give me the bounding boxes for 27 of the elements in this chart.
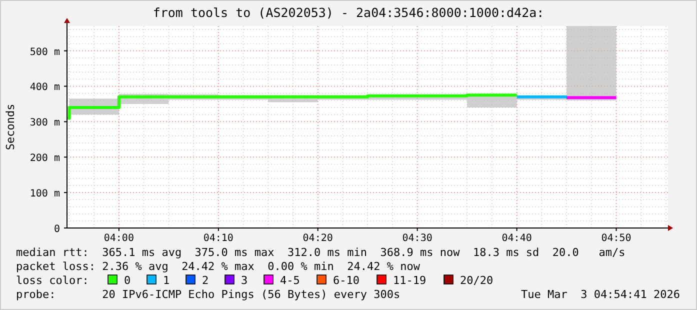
legend-title: loss color: — [16, 274, 89, 287]
x-tick-label: 04:50 — [601, 233, 632, 244]
legend-label: 20/20 — [460, 274, 494, 287]
x-tick-label: 04:10 — [203, 233, 234, 244]
x-tick-label: 04:20 — [302, 233, 333, 244]
legend-label: 0 — [124, 274, 131, 287]
text: probe: 20 IPv6-ICMP Echo Pings (56 Bytes) every 300s — [16, 288, 400, 301]
legend-label: 4-5 — [280, 274, 300, 287]
y-axis-title: Seconds — [4, 104, 17, 150]
legend-label: 6-10 — [333, 274, 360, 287]
chart-title: from tools to (AS202053) - 2a04:3546:8000:1000:d42a: — [152, 5, 544, 20]
x-tick-label: 04:40 — [502, 233, 532, 244]
text: median rtt: 365.1 ms avg 375.0 ms max 312.0 ms min 368.9 ms now 18.3 ms sd 20.0 am/s — [16, 246, 626, 259]
text: Tue Mar 3 04:54:41 2026 — [521, 288, 680, 301]
y-tick-label: 200 m — [30, 153, 60, 164]
legend-label: 11-19 — [393, 274, 426, 287]
legend-label: 1 — [163, 274, 170, 287]
y-tick-label: 400 m — [30, 82, 60, 94]
legend-label: 2 — [202, 274, 209, 287]
y-tick-label: 0 — [54, 224, 60, 235]
y-tick-label: 100 m — [30, 188, 60, 200]
y-tick-label: 300 m — [30, 118, 60, 129]
x-tick-label: 04:00 — [104, 233, 134, 244]
y-tick-label: 500 m — [30, 46, 60, 58]
text: packet loss: 2.36 % avg 24.42 % max 0.00 % min 24.42 % now — [16, 260, 420, 273]
legend-label: 3 — [241, 274, 248, 287]
x-tick-label: 04:30 — [402, 233, 432, 244]
